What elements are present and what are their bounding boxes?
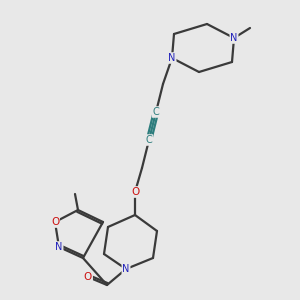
- Text: C: C: [153, 107, 159, 117]
- Text: O: O: [84, 272, 92, 282]
- Text: N: N: [168, 53, 176, 63]
- Text: O: O: [51, 217, 59, 227]
- Text: N: N: [122, 264, 130, 274]
- Text: C: C: [146, 135, 152, 145]
- Text: O: O: [131, 187, 139, 197]
- Text: N: N: [230, 33, 238, 43]
- Text: N: N: [55, 242, 63, 252]
